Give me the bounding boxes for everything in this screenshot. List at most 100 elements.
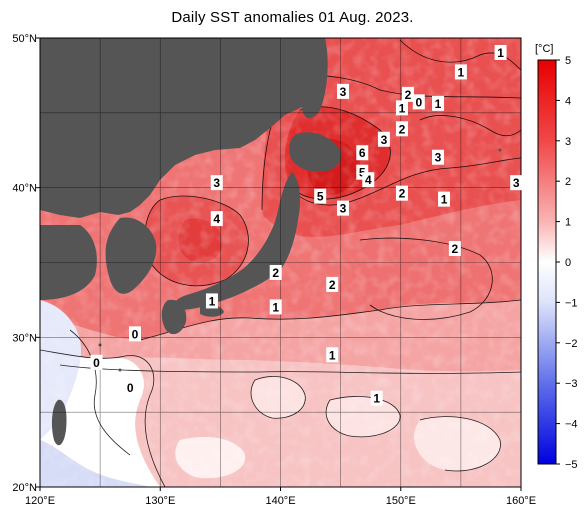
contour-label-box (337, 200, 350, 216)
map-title: Daily SST anomalies 01 Aug. 2023. (171, 9, 414, 26)
contour-label-box (370, 390, 383, 406)
contour-label: 1 (370, 390, 383, 406)
contour-label: 2 (395, 185, 408, 201)
contour-label-text: 2 (272, 266, 279, 280)
longitude-ticks: 120°E 130°E 140°E 150°E 160°E (25, 487, 536, 507)
colorbar-tick-label: −1 (565, 297, 578, 309)
lat-tick-label: 40°N (12, 183, 37, 195)
contour-label-text: 1 (441, 193, 448, 207)
lon-tick-label: 140°E (265, 495, 295, 507)
contour-label-box (269, 264, 282, 280)
contour-label-text: 3 (340, 202, 347, 216)
contour-label-box (432, 95, 445, 111)
contour-label-text: 1 (272, 300, 279, 314)
contour-label: 4 (210, 211, 223, 227)
contour-label-text: 2 (399, 122, 406, 136)
colorbar-tick-label: 2 (565, 176, 571, 188)
contour-label-box (438, 191, 451, 207)
contour-label-box (326, 276, 339, 292)
contour-label: 1 (269, 299, 282, 315)
lon-tick-label: 130°E (145, 495, 175, 507)
contour-label: 4 (362, 172, 375, 188)
contour-label-text: 3 (213, 176, 220, 190)
contour-label-box (128, 326, 141, 342)
contour-label: 1 (432, 95, 445, 111)
contour-label: 2 (326, 276, 339, 292)
contour-label-box (210, 211, 223, 227)
contour-label-box (356, 145, 369, 161)
contour-label-box (412, 94, 425, 110)
contour-label: 0 (124, 380, 137, 396)
lon-tick-label: 150°E (386, 495, 416, 507)
lat-tick-label: 20°N (12, 482, 37, 494)
latitude-ticks: 50°N 40°N 30°N 20°N (12, 33, 40, 494)
contour-label-text: 1 (329, 348, 336, 362)
contour-label-box (326, 347, 339, 363)
contour-label: 2 (401, 86, 414, 102)
colorbar-tick-label: −2 (565, 338, 578, 350)
contour-label-box (454, 64, 467, 80)
lon-tick-label: 160°E (506, 495, 536, 507)
contour-label: 1 (438, 191, 451, 207)
contour-label: 3 (510, 175, 523, 191)
colorbar-tick-label: −3 (565, 378, 578, 390)
contour-label-box (210, 175, 223, 191)
contour-label-box (395, 121, 408, 137)
contour-label: 2 (448, 241, 461, 257)
contour-label-box (90, 354, 103, 370)
contour-label-text: 3 (435, 151, 442, 165)
contour-label-box (377, 131, 390, 147)
contour-label-text: 0 (93, 356, 100, 370)
contour-label-text: 0 (132, 327, 139, 341)
contour-label-box (494, 44, 507, 60)
contour-label: 3 (337, 83, 350, 99)
contour-label-box (395, 100, 408, 116)
contour-label-text: 3 (340, 85, 347, 99)
contour-label: 5 (314, 188, 327, 204)
contour-label: 3 (432, 149, 445, 165)
contour-label-box (205, 293, 218, 309)
contour-label-text: 1 (435, 97, 442, 111)
contour-label-text: 1 (497, 46, 504, 60)
contour-label: 3 (210, 175, 223, 191)
contour-label-text: 0 (415, 95, 422, 109)
contour-label-text: 2 (405, 88, 412, 102)
contour-label-text: 1 (399, 101, 406, 115)
contour-label: 3 (377, 131, 390, 147)
contour-label-text: 5 (317, 190, 324, 204)
contour-label-box (432, 149, 445, 165)
colorbar: [°C] 5 4 3 2 1 0 −1 −2 −3 −4 −5 (535, 43, 578, 471)
colorbar-tick-label: 3 (565, 136, 571, 148)
colorbar-tick-label: 1 (565, 217, 571, 229)
contour-label-text: 2 (452, 242, 459, 256)
contour-label-text: 1 (373, 392, 380, 406)
contour-label: 0 (128, 326, 141, 342)
contour-label-text: 4 (365, 173, 372, 187)
contour-label-box (362, 172, 375, 188)
contour-label: 2 (269, 264, 282, 280)
colorbar-tick-label: 4 (565, 95, 571, 107)
land-masses (40, 38, 502, 446)
contour-label: 0 (90, 354, 103, 370)
colorbar-tick-label: −4 (565, 419, 578, 431)
colorbar-gradient (537, 59, 557, 465)
lon-tick-label: 120°E (25, 495, 55, 507)
contour-label-text: 1 (209, 294, 216, 308)
contour-label-box (314, 188, 327, 204)
contour-label-text: 4 (213, 212, 220, 226)
contour-label-text: 2 (399, 187, 406, 201)
contour-label-text: 1 (458, 65, 465, 79)
contour-label-text: 3 (381, 133, 388, 147)
colorbar-tick-label: −5 (565, 459, 578, 471)
lat-tick-label: 30°N (12, 332, 37, 344)
contour-label-text: 6 (359, 146, 366, 160)
contour-label: 1 (395, 100, 408, 116)
colorbar-unit: [°C] (535, 43, 553, 55)
contour-label-box (269, 299, 282, 315)
contour-label-box (401, 86, 414, 102)
contour-label-box (448, 241, 461, 257)
contour-label: 6 (356, 145, 369, 161)
contour-label: 1 (205, 293, 218, 309)
